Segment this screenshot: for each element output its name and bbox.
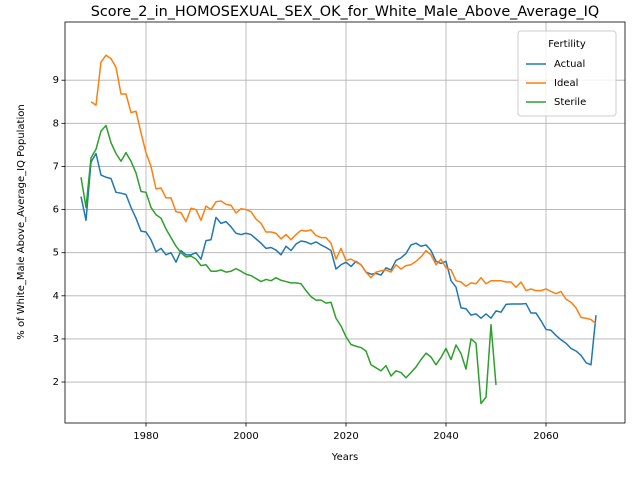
- y-tick-label: 7: [53, 161, 59, 172]
- legend-label: Actual: [554, 59, 585, 70]
- legend-title: Fertility: [548, 39, 586, 50]
- line: [80, 124, 497, 405]
- y-axis-label: % of White_Male Above_Average_IQ Populat…: [16, 104, 27, 339]
- y-tick-label: 6: [53, 205, 59, 216]
- y-tick-label: 9: [53, 75, 59, 86]
- x-tick-label: 2040: [433, 431, 458, 442]
- y-tick-label: 8: [53, 118, 59, 129]
- legend-box: [517, 30, 617, 117]
- y-tick-label: 4: [53, 291, 59, 302]
- legend-label: Sterile: [554, 97, 586, 108]
- legend: Fertility Actual Ideal Sterile: [517, 30, 617, 117]
- plot-frame: [64, 21, 626, 424]
- y-tick-label: 3: [53, 334, 59, 345]
- x-axis-label: Years: [331, 452, 358, 463]
- chart-title: Score_2_in_HOMOSEXUAL_SEX_OK_for_White_M…: [91, 4, 600, 20]
- y-tick-label: 5: [53, 248, 59, 259]
- x-tick-label: 1980: [133, 431, 158, 442]
- line: [80, 152, 597, 366]
- x-tick-label: 2000: [233, 431, 258, 442]
- x-tick-label: 2060: [533, 431, 558, 442]
- x-tick-label: 2020: [333, 431, 358, 442]
- legend-label: Ideal: [554, 78, 578, 89]
- y-tick-label: 2: [53, 377, 59, 388]
- line: [90, 54, 597, 325]
